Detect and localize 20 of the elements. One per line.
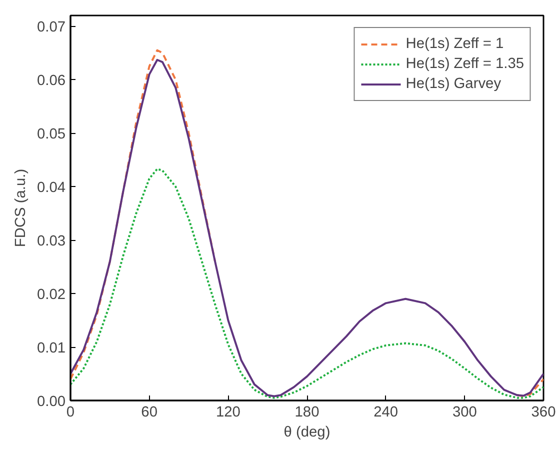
- x-tick-label: 240: [374, 404, 398, 420]
- x-tick-label: 360: [531, 404, 556, 420]
- legend-label: He(1s) Zeff = 1.35: [406, 56, 524, 72]
- x-tick-label: 0: [66, 404, 75, 420]
- x-tick-label: 120: [216, 404, 240, 420]
- x-tick-label: 60: [141, 404, 158, 420]
- legend-label: He(1s) Garvey: [406, 76, 502, 92]
- legend-label: He(1s) Zeff = 1: [406, 36, 504, 52]
- x-tick-label: 300: [452, 404, 477, 420]
- y-tick-label: 0.01: [36, 340, 66, 357]
- y-tick-label: 0.02: [36, 287, 66, 304]
- y-tick-label: 0.07: [36, 20, 66, 36]
- y-tick-label: 0.06: [36, 73, 66, 90]
- y-tick-label: 0.00: [36, 394, 66, 410]
- y-tick-label: 0.04: [36, 180, 66, 196]
- y-axis-title: FDCS (a.u.): [12, 168, 29, 248]
- x-tick-label: 180: [294, 404, 320, 420]
- y-tick-label: 0.05: [36, 126, 66, 143]
- y-tick-label: 0.03: [36, 234, 66, 250]
- x-axis-title: θ (deg): [284, 424, 330, 440]
